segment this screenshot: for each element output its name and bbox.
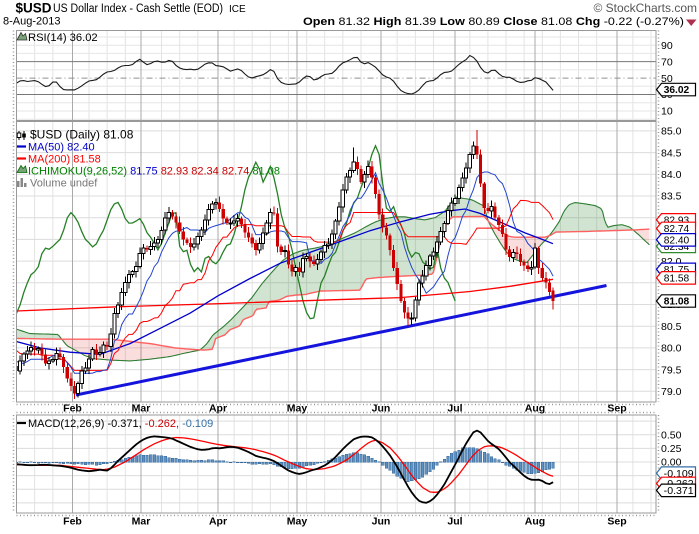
svg-text:Open 81.32 High 81.39 Low 80: Open 81.32 High 81.39 Low 80.89 Close 81… — [303, 16, 684, 28]
svg-text:84.5: 84.5 — [661, 147, 682, 159]
svg-text:85.0: 85.0 — [661, 126, 682, 138]
svg-text:ICHIMOKU(9,26,52) 81.75 82.93: ICHIMOKU(9,26,52) 81.75 82.93 82.34 82.7… — [28, 166, 280, 178]
svg-text:Mar: Mar — [132, 403, 151, 415]
svg-text:$USD (Daily) 81.08: $USD (Daily) 81.08 — [30, 128, 134, 142]
svg-text:80.5: 80.5 — [661, 321, 682, 333]
svg-text:Apr: Apr — [209, 516, 227, 528]
svg-text:Jun: Jun — [372, 516, 391, 528]
svg-text:Jun: Jun — [372, 403, 391, 415]
svg-text:Apr: Apr — [209, 403, 227, 415]
svg-text:90: 90 — [661, 40, 673, 52]
svg-text:81.58: 81.58 — [664, 273, 690, 284]
svg-text:Mar: Mar — [132, 516, 151, 528]
svg-text:Aug: Aug — [525, 516, 545, 528]
svg-text:0.50: 0.50 — [661, 429, 682, 441]
svg-text:$USD: $USD — [16, 1, 52, 16]
svg-text:MA(50) 82.40: MA(50) 82.40 — [28, 142, 95, 154]
svg-text:Aug: Aug — [525, 403, 545, 415]
svg-text:© StockCharts.com: © StockCharts.com — [593, 1, 697, 15]
svg-text:70: 70 — [661, 56, 673, 68]
svg-text:MA(200) 81.58: MA(200) 81.58 — [28, 154, 101, 166]
svg-text:50: 50 — [661, 73, 673, 85]
svg-text:ICE: ICE — [229, 4, 246, 15]
svg-text:0.00: 0.00 — [661, 457, 682, 469]
svg-text:84.0: 84.0 — [661, 169, 682, 181]
svg-text:10: 10 — [661, 106, 673, 118]
svg-text:Feb: Feb — [63, 516, 82, 528]
svg-text:Jul: Jul — [447, 516, 462, 528]
svg-text:Sep: Sep — [607, 516, 626, 528]
svg-text:82.74: 82.74 — [664, 224, 690, 235]
svg-text:8-Aug-2013: 8-Aug-2013 — [3, 16, 61, 28]
svg-text:MACD(12,26,9) -0.371, -0.262,: MACD(12,26,9) -0.371, -0.262, -0.109 — [28, 418, 213, 430]
svg-text:0.25: 0.25 — [661, 443, 682, 455]
svg-text:80.0: 80.0 — [661, 343, 682, 355]
svg-text:81.08: 81.08 — [664, 297, 690, 308]
svg-text:82.40: 82.40 — [664, 235, 690, 246]
svg-text:82.34: 82.34 — [664, 242, 690, 253]
svg-text:Sep: Sep — [607, 403, 626, 415]
svg-text:79.5: 79.5 — [661, 364, 682, 376]
svg-text:RSI(14) 36.02: RSI(14) 36.02 — [28, 32, 98, 44]
svg-text:82.93: 82.93 — [664, 215, 690, 226]
svg-text:79.0: 79.0 — [661, 386, 682, 398]
svg-text:-0.371: -0.371 — [664, 486, 694, 497]
svg-text:36.02: 36.02 — [664, 85, 690, 96]
svg-text:Volume undef: Volume undef — [30, 178, 98, 190]
svg-text:-0.109: -0.109 — [664, 469, 694, 480]
svg-text:Feb: Feb — [63, 403, 82, 415]
svg-text:83.5: 83.5 — [661, 191, 682, 203]
svg-text:May: May — [287, 516, 308, 528]
svg-text:US Dollar Index - Cash Settle: US Dollar Index - Cash Settle (EOD) — [53, 3, 223, 15]
svg-text:May: May — [287, 403, 308, 415]
svg-text:81.75: 81.75 — [664, 265, 690, 276]
svg-text:Jul: Jul — [447, 403, 462, 415]
